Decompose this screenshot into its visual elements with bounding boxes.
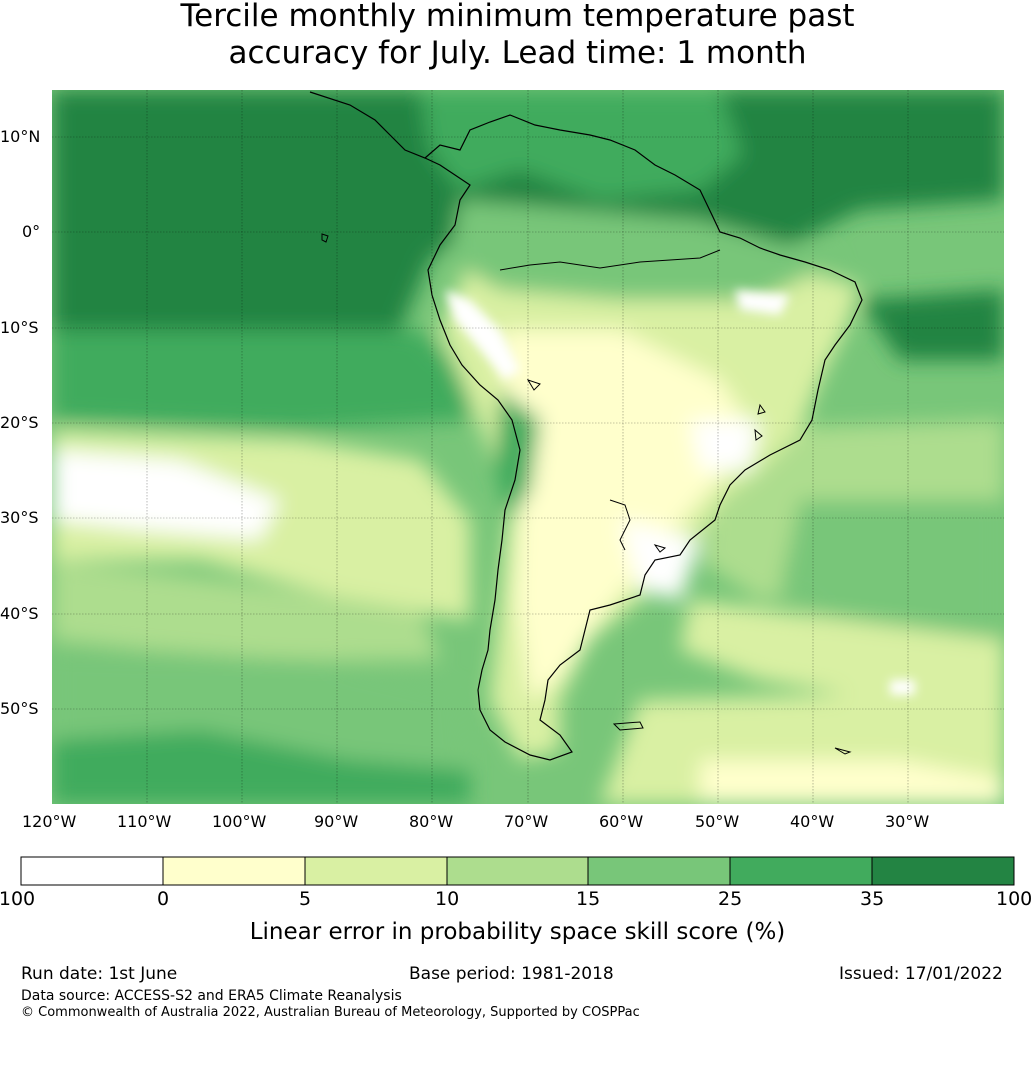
lon-label-90w: 90°W [314, 812, 359, 831]
skill-field [52, 90, 1004, 804]
lon-label-40w: 40°W [790, 812, 835, 831]
colorbar-tick-0: 0 [157, 888, 170, 910]
lat-label-0: 0° [22, 222, 41, 241]
lat-label-20s: 20°S [0, 413, 39, 432]
colorbar-tick-25: 25 [718, 888, 743, 910]
colorbar-segment-6 [730, 857, 872, 885]
lat-label-30s: 30°S [0, 508, 39, 527]
copyright: © Commonwealth of Australia 2022, Austra… [21, 1005, 640, 1020]
colorbar-tick-35: 35 [860, 888, 885, 910]
lon-label-50w: 50°W [695, 812, 740, 831]
lon-label-60w: 60°W [599, 812, 644, 831]
gridlines [52, 90, 1004, 804]
skill-map [20, 90, 1015, 886]
lon-label-120w: 120°W [22, 812, 77, 831]
colorbar-tick-neg100: -100 [0, 888, 36, 910]
lon-label-70w: 70°W [504, 812, 549, 831]
colorbar-segment-2 [163, 857, 305, 885]
colorbar-tick-5: 5 [299, 888, 312, 910]
coastline [309, 91, 863, 761]
chart-title-line-1: Tercile monthly minimum temperature past [180, 0, 855, 34]
lat-label-10n: 10°N [0, 127, 41, 146]
run-date: Run date: 1st June [21, 964, 178, 984]
lat-label-50s: 50°S [0, 699, 39, 718]
colorbar-segment-5 [588, 857, 730, 885]
colorbar-tick-10: 10 [435, 888, 460, 910]
lat-label-40s: 40°S [0, 604, 39, 623]
lat-label-10s: 10°S [0, 318, 39, 337]
colorbar-segment-3 [305, 857, 447, 885]
lon-label-80w: 80°W [409, 812, 454, 831]
data-source: Data source: ACCESS-S2 and ERA5 Climate … [21, 988, 402, 1004]
issued-date: Issued: 17/01/2022 [839, 964, 1003, 984]
chart-title-line-2: accuracy for July. Lead time: 1 month [228, 35, 807, 71]
lon-label-30w: 30°W [885, 812, 930, 831]
colorbar-tick-15: 15 [576, 888, 601, 910]
base-period: Base period: 1981-2018 [409, 964, 614, 984]
colorbar-segment-7 [872, 857, 1014, 885]
colorbar-segment-4 [447, 857, 588, 885]
colorbar-segment-1 [21, 857, 163, 885]
colorbar [20, 856, 1015, 886]
lon-label-110w: 110°W [117, 812, 172, 831]
colorbar-tick-100: 100 [996, 888, 1033, 910]
colorbar-label: Linear error in probability space skill … [249, 919, 786, 945]
lon-label-100w: 100°W [212, 812, 267, 831]
